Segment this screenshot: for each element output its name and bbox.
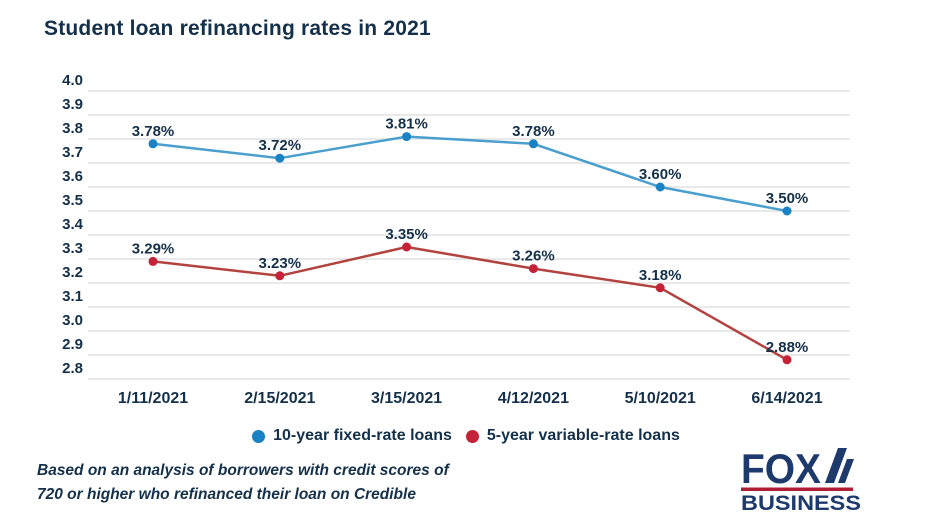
series-line — [151, 135, 789, 213]
data-point — [782, 206, 792, 216]
y-axis-tick-label: 3.1 — [62, 288, 83, 305]
data-point — [402, 132, 412, 142]
legend-item-5-year-variable: 5-year variable-rate loans — [465, 427, 680, 445]
fox-business-logo: FOX BUSINESS — [741, 445, 867, 519]
data-point-label: 2.88% — [766, 339, 809, 356]
legend: 10-year fixed-rate loans 5-year variable… — [0, 427, 932, 445]
footnote-line-2: 720 or higher who refinanced their loan … — [37, 486, 416, 503]
data-point — [275, 153, 285, 163]
series-line — [151, 245, 789, 362]
x-axis-tick-label: 2/15/2021 — [244, 390, 315, 407]
y-axis-tick-label: 2.9 — [62, 336, 83, 353]
data-point — [148, 256, 158, 266]
data-point-label: 3.60% — [639, 166, 682, 183]
data-point-label: 3.50% — [766, 190, 809, 207]
data-point — [402, 242, 412, 252]
y-axis-tick-label: 3.3 — [62, 240, 83, 257]
searchlight-beam-icon — [838, 459, 854, 483]
blue-dot-icon — [252, 429, 266, 443]
x-axis-tick-label: 1/11/2021 — [118, 390, 188, 407]
line-chart: 4.0 3.9 3.8 3.7 3.6 3.5 3.4 3.3 3.2 3.1 3.0 2.9 2.8 1… — [62, 72, 850, 407]
data-point — [148, 139, 158, 149]
x-axis-tick-label: 5/10/2021 — [625, 390, 696, 407]
data-point — [655, 182, 665, 192]
x-axis-tick-label: 6/14/2021 — [751, 390, 822, 407]
data-point — [782, 355, 792, 365]
legend-label: 10-year fixed-rate loans — [273, 427, 452, 444]
searchlight-beam-icon — [825, 448, 847, 483]
y-axis-tick-label: 3.6 — [62, 168, 83, 185]
data-point — [655, 283, 665, 293]
legend-label: 5-year variable-rate loans — [486, 427, 680, 444]
chart-title: Student loan refinancing rates in 2021 — [44, 17, 431, 40]
data-point-label: 3.26% — [512, 248, 555, 265]
footnote-line-1: Based on an analysis of borrowers with c… — [37, 462, 449, 479]
data-point-label: 3.29% — [132, 240, 175, 257]
logo-sub-text: BUSINESS — [741, 492, 861, 514]
y-axis-tick-label: 4.0 — [62, 72, 83, 89]
data-point — [275, 271, 285, 281]
data-point-label: 3.78% — [512, 123, 555, 140]
red-dot-icon — [465, 429, 479, 443]
data-point — [528, 264, 538, 274]
data-point-label: 3.81% — [385, 116, 428, 133]
y-axis-tick-label: 3.5 — [62, 192, 83, 209]
y-axis-tick-label: 3.0 — [62, 312, 83, 329]
data-point-label: 3.18% — [639, 267, 682, 284]
footnote: Based on an analysis of borrowers with c… — [37, 459, 449, 507]
data-point — [528, 139, 538, 149]
logo-brand-text: FOX — [741, 446, 821, 492]
logo-red-divider — [741, 487, 853, 491]
y-axis-tick-label: 3.7 — [62, 144, 83, 161]
fox-business-logo-graphic: FOX BUSINESS — [741, 445, 861, 515]
data-point-label: 3.78% — [132, 123, 175, 140]
data-point-label: 3.35% — [385, 226, 428, 243]
data-point-label: 3.72% — [259, 137, 302, 154]
y-axis-tick-label: 3.4 — [62, 216, 84, 233]
y-axis-tick-label: 2.8 — [62, 360, 83, 377]
y-axis-tick-label: 3.8 — [62, 120, 83, 137]
x-axis-tick-label: 3/15/2021 — [371, 390, 442, 407]
legend-item-10-year-fixed: 10-year fixed-rate loans — [252, 427, 452, 445]
data-point-label: 3.23% — [259, 255, 302, 272]
y-axis-tick-label: 3.2 — [62, 264, 83, 281]
x-axis-tick-label: 4/12/2021 — [498, 390, 569, 407]
y-axis-tick-label: 3.9 — [62, 96, 83, 113]
